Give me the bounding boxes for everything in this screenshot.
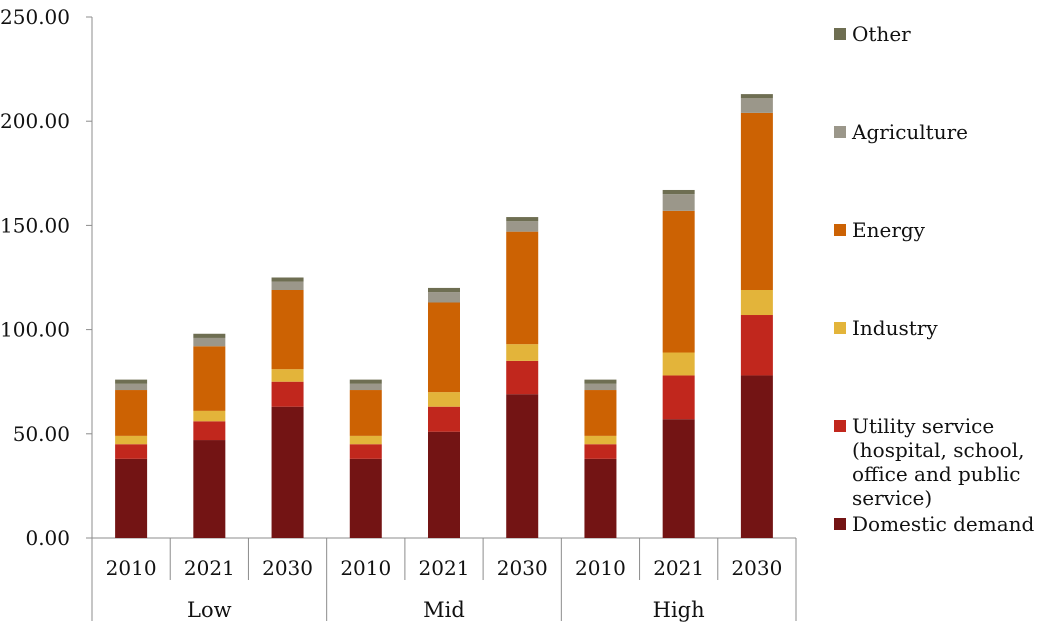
bar-segment <box>271 369 304 382</box>
bar-segment <box>584 435 617 445</box>
bar-segment <box>740 112 773 291</box>
legend-swatch <box>834 224 846 236</box>
y-tick-label: 200.00 <box>0 109 70 133</box>
bar-segment <box>115 383 148 391</box>
y-tick-label: 250.00 <box>0 5 70 29</box>
bar-segment <box>584 390 617 436</box>
bar-segment <box>115 435 148 445</box>
legend-item: Energy <box>834 218 1042 242</box>
bar-segment <box>740 315 773 376</box>
bar-segment <box>740 375 773 538</box>
group-label: Mid <box>423 598 465 622</box>
legend-item: Utility service (hospital, school, offic… <box>834 414 1042 510</box>
bar-segment <box>193 346 226 411</box>
bar-segment <box>428 406 460 432</box>
bar-segment <box>584 383 617 391</box>
bar-segment <box>506 344 539 361</box>
group-label: High <box>653 598 705 622</box>
bar-segment <box>662 352 695 376</box>
bar-segment <box>115 458 148 538</box>
bar-segment <box>193 337 226 347</box>
bar-segment <box>506 360 539 395</box>
bar-segment <box>584 458 617 538</box>
bar-segment <box>584 379 617 384</box>
x-tick-label: 2010 <box>340 556 391 580</box>
bar-segment <box>662 189 695 195</box>
bar-segment <box>193 440 226 538</box>
x-tick-label: 2030 <box>731 556 782 580</box>
x-tick-label: 2021 <box>184 556 235 580</box>
legend-item: Agriculture <box>834 120 1042 144</box>
bar-segment <box>115 379 148 384</box>
bar-segment <box>271 290 304 370</box>
bar-segment <box>740 98 773 113</box>
bar-segment <box>193 333 226 338</box>
legend-swatch <box>834 126 846 138</box>
bar-segment <box>506 394 539 538</box>
bar-segment <box>271 381 304 407</box>
bar-segment <box>193 410 226 422</box>
bar-segment <box>428 287 460 293</box>
x-axis: 2010 2021 2030 2010 2021 2030 2010 2021 2030 Low M… <box>106 538 782 622</box>
legend-item: Domestic demand <box>834 512 1042 536</box>
bar-segment <box>349 390 382 436</box>
bar-segment <box>349 444 382 459</box>
bar-segment <box>428 302 460 393</box>
legend: Other Agriculture Energy Industry Utility se… <box>834 0 1044 560</box>
bar-segment <box>740 290 773 316</box>
bar-segment <box>349 379 382 384</box>
bar-segment <box>349 383 382 391</box>
x-tick-label: 2030 <box>497 556 548 580</box>
x-tick-label: 2010 <box>575 556 626 580</box>
bar-segment <box>349 435 382 445</box>
y-tick-label: 50.00 <box>13 422 70 446</box>
bar-segment <box>115 444 148 459</box>
bar-segment <box>428 292 460 303</box>
legend-swatch <box>834 518 846 530</box>
legend-swatch <box>834 420 846 432</box>
legend-item: Other <box>834 22 1042 46</box>
bar-segment <box>271 281 304 291</box>
x-tick-label: 2021 <box>653 556 704 580</box>
bar-segment <box>662 419 695 538</box>
legend-label: Domestic demand <box>852 512 1035 536</box>
legend-label: Industry <box>852 316 938 340</box>
bar-segment <box>662 375 695 420</box>
bars <box>115 94 773 538</box>
y-tick-label: 100.00 <box>0 318 70 342</box>
x-tick-label: 2010 <box>106 556 157 580</box>
y-axis: 0.00 50.00 100.00 150.00 200.00 250.00 <box>0 5 92 550</box>
legend-item: Industry <box>834 316 1042 340</box>
legend-label: Other <box>852 22 911 46</box>
bar-segment <box>428 431 460 538</box>
bar-segment <box>740 94 773 99</box>
bar-segment <box>662 210 695 353</box>
bar-segment <box>349 458 382 538</box>
legend-label: Agriculture <box>852 120 968 144</box>
legend-label: Utility service (hospital, school, offic… <box>852 414 1025 510</box>
legend-swatch <box>834 28 846 40</box>
group-label: Low <box>187 598 232 622</box>
bar-segment <box>193 421 226 441</box>
bar-segment <box>662 194 695 211</box>
bar-segment <box>506 217 539 222</box>
bar-segment <box>115 390 148 436</box>
bar-segment <box>506 231 539 345</box>
x-tick-label: 2030 <box>262 556 313 580</box>
bar-segment <box>271 406 304 538</box>
legend-swatch <box>834 322 846 334</box>
bar-segment <box>506 221 539 232</box>
y-tick-label: 0.00 <box>25 526 70 550</box>
bar-segment <box>428 392 460 407</box>
legend-label: Energy <box>852 218 925 242</box>
x-tick-label: 2021 <box>419 556 470 580</box>
y-tick-label: 150.00 <box>0 213 70 237</box>
bar-segment <box>584 444 617 459</box>
bar-segment <box>271 277 304 282</box>
